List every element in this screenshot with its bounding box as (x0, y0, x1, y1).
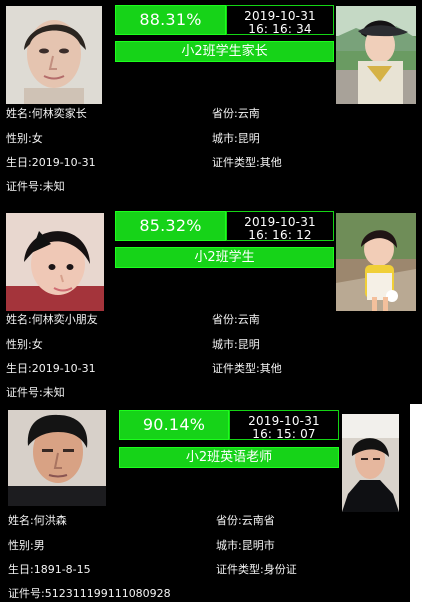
field-city: 城市:昆明 (212, 338, 260, 351)
group-label: 小2班学生 (115, 247, 334, 268)
field-province: 省份:云南 (212, 107, 260, 120)
capture-time: 16: 16: 12 (248, 228, 312, 242)
field-id-type: 证件类型:其他 (212, 156, 282, 169)
capture-date: 2019-10-31 (244, 215, 316, 229)
field-gender: 性别:女 (6, 338, 43, 351)
field-birth: 生日:2019-10-31 (6, 156, 96, 169)
field-id-number: 证件号:未知 (6, 386, 65, 399)
field-id-type: 证件类型:其他 (212, 362, 282, 375)
right-edge-panel (410, 404, 422, 602)
person-info-grid: 姓名:何林奕家长 省份:云南 性别:女 城市:昆明 生日:2019-10-31 … (6, 106, 416, 196)
live-capture-photo-3 (342, 414, 399, 512)
registered-face-photo-3 (8, 410, 106, 506)
capture-time-box: 2019-10-31 16: 15: 07 (229, 410, 339, 441)
field-birth: 生日:1891-8-15 (8, 563, 91, 576)
recognition-card-1[interactable]: 88.31% 2019-10-31 16: 16: 34 小2班学生家长 姓名:… (0, 0, 422, 198)
recognition-card-2[interactable]: 85.32% 2019-10-31 16: 16: 12 小2班学生 姓名:何林… (0, 205, 422, 403)
field-province: 省份:云南 (212, 313, 260, 326)
capture-date: 2019-10-31 (244, 9, 316, 23)
group-label: 小2班英语老师 (119, 447, 339, 468)
capture-date: 2019-10-31 (248, 414, 320, 428)
capture-time-box: 2019-10-31 16: 16: 12 (226, 211, 334, 242)
person-info-grid: 姓名:何洪森 省份:云南省 性别:男 城市:昆明市 生日:1891-8-15 证… (8, 512, 412, 602)
match-score: 88.31% (115, 5, 226, 35)
field-id-number: 证件号:未知 (6, 180, 65, 193)
field-id-number: 证件号:512311199111080928 (8, 587, 171, 600)
field-name: 姓名:何林奕小朋友 (6, 313, 98, 326)
group-label: 小2班学生家长 (115, 41, 334, 62)
capture-time-box: 2019-10-31 16: 16: 34 (226, 5, 334, 36)
registered-face-photo-2 (6, 213, 104, 311)
capture-time: 16: 15: 07 (252, 427, 316, 441)
match-score: 85.32% (115, 211, 226, 241)
match-score: 90.14% (119, 410, 229, 440)
capture-time: 16: 16: 34 (248, 22, 312, 36)
field-gender: 性别:女 (6, 132, 43, 145)
field-name: 姓名:何洪森 (8, 514, 67, 527)
field-city: 城市:昆明市 (216, 539, 275, 552)
person-info-grid: 姓名:何林奕小朋友 省份:云南 性别:女 城市:昆明 生日:2019-10-31… (6, 311, 416, 401)
registered-face-photo-1 (6, 6, 102, 104)
field-gender: 性别:男 (8, 539, 45, 552)
live-capture-photo-1 (336, 6, 416, 104)
recognition-card-3[interactable]: 90.14% 2019-10-31 16: 15: 07 小2班英语老师 姓名:… (0, 404, 422, 602)
field-province: 省份:云南省 (216, 514, 275, 527)
field-birth: 生日:2019-10-31 (6, 362, 96, 375)
field-name: 姓名:何林奕家长 (6, 107, 87, 120)
live-capture-photo-2 (336, 213, 416, 311)
field-city: 城市:昆明 (212, 132, 260, 145)
field-id-type: 证件类型:身份证 (216, 563, 297, 576)
